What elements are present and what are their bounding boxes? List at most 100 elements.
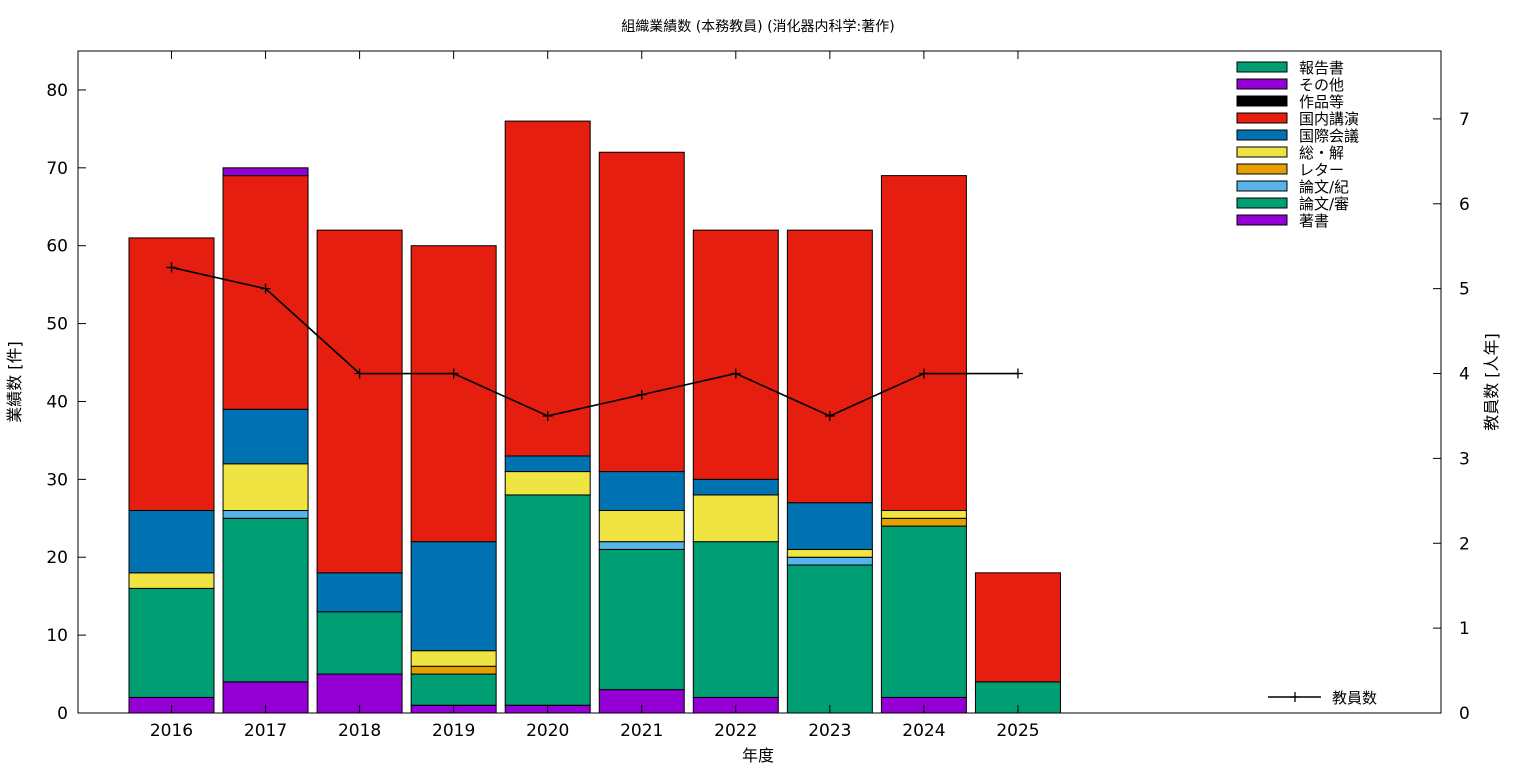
bar-segment-2025-6 [974,572,1061,683]
y2-tick-label: 5 [1459,280,1470,300]
bar-segment-2023-1 [786,564,873,714]
y-axis-label: 業績数 [件] [5,341,24,423]
y2-tick-label: 7 [1459,110,1470,130]
x-tick-label: 2021 [620,721,663,741]
y2-tick-label: 2 [1459,534,1470,554]
bar-segment-2020-5 [504,455,591,473]
teacher-count-point [730,368,741,379]
bar-segment-2021-1 [598,548,685,691]
legend-line-marker [1290,692,1300,702]
legend-swatch [1236,146,1288,158]
bar-segment-2017-4 [222,463,309,512]
bar-segment-2022-4 [692,494,779,543]
bar-segment-2016-1 [128,587,215,698]
bar-segment-2023-4 [786,548,873,558]
chart-title: 組織業績数 (本務教員) (消化器内科学:著作) [621,19,894,35]
legend-swatch [1236,95,1288,107]
y-tick-label: 20 [46,548,68,568]
bar-segment-2019-4 [410,650,497,667]
x-tick-label: 2024 [902,721,945,741]
teacher-count-line [171,266,1018,417]
y-tick-label: 80 [46,81,68,101]
bar-segment-2024-3 [880,517,967,527]
teacher-count-point [166,262,177,273]
y-tick-label: 70 [46,159,68,179]
x-tick-label: 2019 [432,721,475,741]
bar-segment-2022-6 [692,229,779,480]
legend-label: 総・解 [1299,144,1344,162]
legend-swatch [1236,112,1288,124]
legend-swatch [1236,129,1288,141]
bar-segment-2022-1 [692,541,779,698]
bar-segment-2018-5 [316,572,403,613]
legend-swatch [1236,180,1288,192]
y-tick-label: 60 [46,237,68,257]
bar-segment-2017-2 [222,510,309,519]
bar-segment-2019-1 [410,673,497,706]
bar-segment-2023-6 [786,229,873,504]
legend-label: 国内講演 [1299,110,1359,128]
bar-segment-2024-6 [880,175,967,512]
legend-label: 作品等 [1299,93,1344,111]
bar-segment-2018-1 [316,611,403,675]
teacher-count-point [824,410,835,421]
x-tick-label: 2018 [338,721,381,741]
legend-label: 報告書 [1299,59,1344,77]
legend-swatch [1236,214,1288,226]
bar-segment-2016-4 [128,572,215,589]
bar-segment-2020-1 [504,494,591,706]
legend-label: その他 [1299,76,1344,94]
bar-segment-2023-5 [786,502,873,550]
bar-segment-2017-5 [222,408,309,465]
bar-segment-2017-1 [222,517,309,683]
legend-swatch [1236,197,1288,209]
bar-segment-2019-6 [410,245,497,543]
legend-label: 著書 [1299,212,1329,230]
bar-segment-2020-4 [504,471,591,496]
y2-tick-label: 6 [1459,195,1470,215]
bar-segment-2020-6 [504,120,591,457]
y-tick-label: 30 [46,470,68,490]
bar-segment-2021-4 [598,510,685,543]
bar-segment-2021-2 [598,541,685,550]
teacher-count-point [1012,368,1023,379]
y-tick-label: 50 [46,315,68,335]
legend-label: 論文/紀 [1299,178,1349,196]
bar-segment-2016-6 [128,237,215,512]
x-tick-label: 2022 [714,721,757,741]
y2-tick-label: 1 [1459,619,1470,639]
x-axis-label: 年度 [742,746,774,765]
x-tick-label: 2017 [244,721,287,741]
y-tick-label: 10 [46,626,68,646]
y2-axis-label: 教員数 [人年] [1482,333,1501,431]
bar-segment-2024-1 [880,525,967,698]
bar-segment-2021-5 [598,471,685,512]
bar-segment-2019-3 [410,665,497,675]
bars-layer [128,120,1061,714]
x-tick-label: 2025 [996,721,1039,741]
legend-swatch [1236,163,1288,175]
x-tick-label: 2016 [150,721,193,741]
teacher-count-point [260,283,271,294]
x-tick-label: 2020 [526,721,569,741]
bar-segment-2018-6 [316,229,403,574]
bar-segment-2016-5 [128,510,215,574]
bar-segment-2023-2 [786,556,873,566]
bar-segment-2017-8 [222,167,309,177]
legend-label: 論文/審 [1299,195,1349,213]
teacher-count-point [354,368,365,379]
teacher-count-point [448,368,459,379]
y2-tick-label: 3 [1459,449,1470,469]
y-tick-label: 40 [46,392,68,412]
y-tick-label: 0 [57,704,68,724]
legend-swatch [1236,78,1288,90]
teacher-count-point [542,410,553,421]
legend-label: レター [1299,161,1344,179]
line-layer [166,262,1023,421]
y2-tick-label: 4 [1459,365,1470,385]
teacher-count-point [918,368,929,379]
bar-segment-2022-5 [692,478,779,496]
bar-segment-2024-4 [880,510,967,519]
